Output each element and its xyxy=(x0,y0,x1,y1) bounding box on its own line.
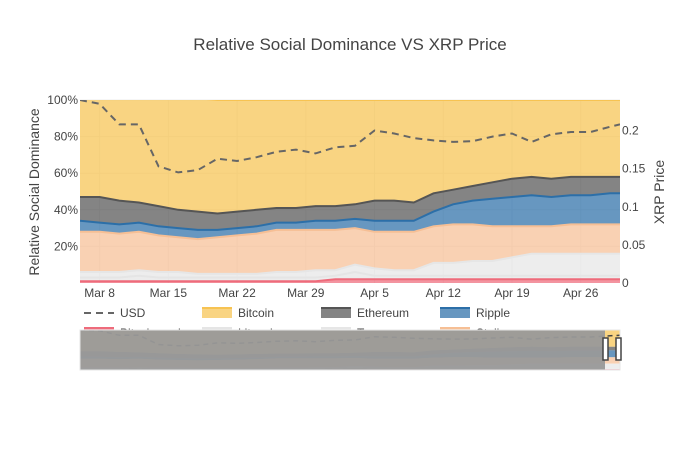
legend-label-ethereum: Ethereum xyxy=(357,306,409,320)
legend-label-bitcoin-cash: Bitcoin cash xyxy=(120,326,185,340)
y-tick-label: 80% xyxy=(54,130,78,144)
legend-label-usd: USD xyxy=(120,306,146,320)
x-tick-label: Mar 15 xyxy=(150,286,188,300)
legend-swatch-ripple xyxy=(440,308,470,318)
legend-label-tron: Tron xyxy=(357,326,381,340)
line-ripple xyxy=(80,192,620,231)
legend-label-stellar: Stellar xyxy=(476,326,510,340)
range-slider-mask xyxy=(80,330,605,370)
x-tick-label: Apr 26 xyxy=(563,286,599,300)
line-stellar xyxy=(80,223,620,241)
y2-axis-ticks: 0 0.05 0.1 0.15 0.2 xyxy=(622,124,646,291)
x-axis-ticks: Mar 8 Mar 15 Mar 22 Mar 29 Apr 5 Apr 12 Apr 19… xyxy=(84,286,598,300)
price-line xyxy=(80,100,620,174)
y2-tick-label: 0.15 xyxy=(622,162,646,176)
chart-title: Relative Social Dominance VS XRP Price xyxy=(193,35,506,54)
area-stellar xyxy=(80,224,620,274)
y2-tick-label: 0.05 xyxy=(622,238,646,252)
range-slider-handle[interactable] xyxy=(602,337,622,361)
legend-swatch-bitcoin xyxy=(202,308,232,318)
legend-swatch-ethereum xyxy=(321,308,351,318)
legend[interactable]: USD Bitcoin Ethereum Ripple Bitcoin cash Lite… xyxy=(84,306,510,340)
area-ripple xyxy=(80,193,620,240)
legend-label-ripple: Ripple xyxy=(476,306,510,320)
legend-label-litecoin: Litecoin xyxy=(238,326,279,340)
x-tick-label: Apr 5 xyxy=(360,286,389,300)
y2-tick-label: 0.1 xyxy=(622,200,639,214)
y-tick-label: 20% xyxy=(54,239,78,253)
y-axis-label: Relative Social Dominance xyxy=(26,108,42,276)
legend-label-bitcoin: Bitcoin xyxy=(238,306,274,320)
y2-tick-label: 0.2 xyxy=(622,124,639,138)
line-tron xyxy=(80,252,620,275)
line-ethereum xyxy=(80,175,620,215)
x-tick-label: Mar 22 xyxy=(218,286,256,300)
y2-tick-label: 0 xyxy=(622,276,629,290)
line-litecoin xyxy=(80,270,620,279)
area-bitcoin xyxy=(80,100,620,214)
y-axis-ticks: 20% 40% 60% 80% 100% xyxy=(47,93,78,253)
y-tick-label: 60% xyxy=(54,166,78,180)
y-tick-label: 40% xyxy=(54,203,78,217)
y-tick-label: 100% xyxy=(47,93,78,107)
line-bitcoin-cash xyxy=(80,278,620,283)
area-outlines xyxy=(80,100,620,283)
area-ethereum xyxy=(80,176,620,230)
y2-axis-label: XRP Price xyxy=(651,160,667,225)
x-tick-label: Apr 12 xyxy=(426,286,462,300)
x-tick-label: Mar 8 xyxy=(84,286,115,300)
x-tick-label: Mar 29 xyxy=(287,286,325,300)
x-tick-label: Apr 19 xyxy=(494,286,530,300)
range-slider[interactable] xyxy=(79,329,622,371)
stacked-areas xyxy=(80,100,620,283)
area-tron xyxy=(80,253,620,278)
usd-price-line xyxy=(80,100,620,174)
